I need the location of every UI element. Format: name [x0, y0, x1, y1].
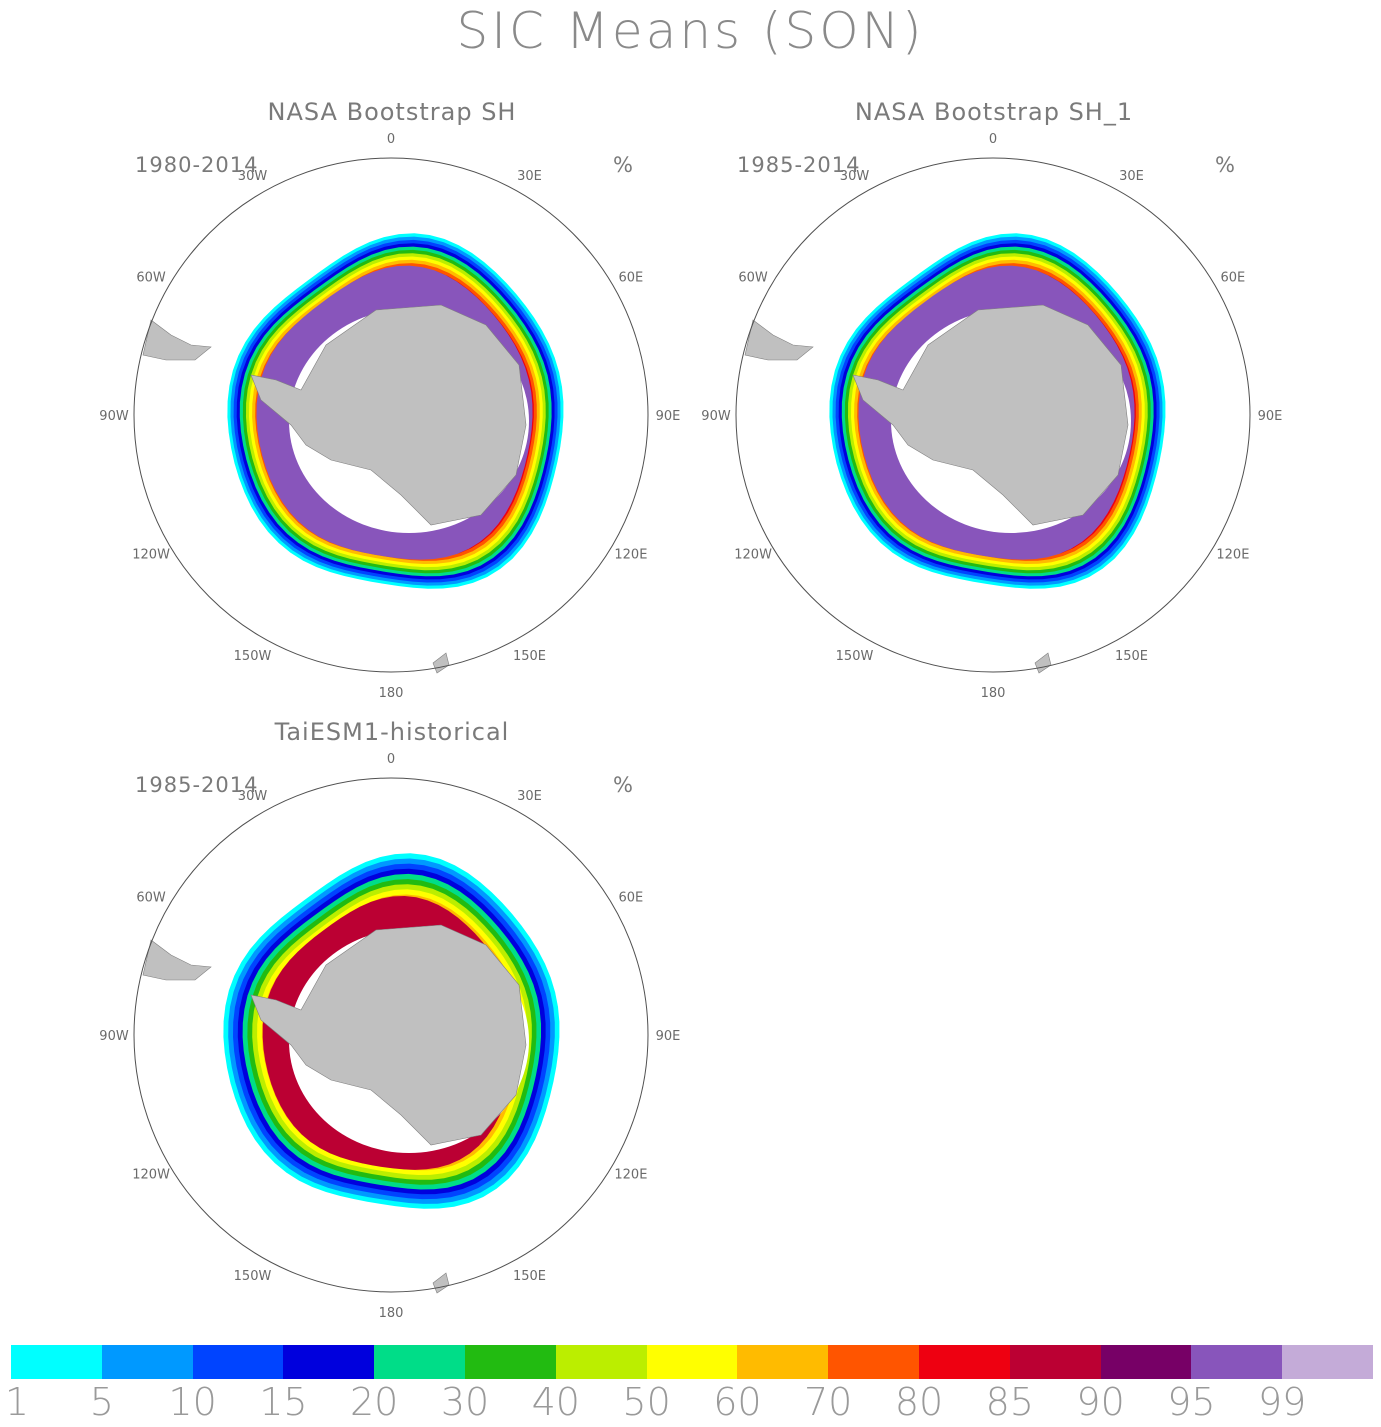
- longitude-label: 0: [387, 752, 395, 767]
- longitude-label: 90E: [656, 409, 681, 424]
- colorbar-swatch: [737, 1345, 829, 1379]
- longitude-label: 30W: [238, 789, 268, 804]
- longitude-label: 30W: [238, 169, 268, 184]
- longitude-label: 90E: [1258, 409, 1283, 424]
- colorbar-swatch: [374, 1345, 465, 1379]
- colorbar-level-label: 20: [350, 1380, 399, 1424]
- antarctica-landmass: [250, 304, 527, 526]
- longitude-label: 180: [379, 686, 404, 701]
- period-label: 1985-2014: [135, 773, 259, 797]
- longitude-label: 90E: [656, 1029, 681, 1044]
- longitude-label: 90W: [99, 409, 129, 424]
- colorbar-swatch: [192, 1345, 284, 1379]
- unit-label: %: [1215, 153, 1235, 177]
- panel-title: NASA Bootstrap SH: [267, 98, 517, 126]
- longitude-label: 60E: [1221, 271, 1246, 286]
- longitude-label: 90W: [99, 1029, 129, 1044]
- unit-label: %: [613, 153, 633, 177]
- colorbar-swatch: [11, 1345, 102, 1379]
- colorbar: [11, 1345, 1373, 1379]
- map-boundary-circle: [133, 157, 649, 673]
- colorbar-labels: 1 5 10 15 20 30 40 50 60 70 80 85 90 95 99: [5, 1380, 1373, 1425]
- panel-title: TaiESM1-historical: [274, 718, 510, 746]
- longitude-label: 0: [989, 132, 997, 147]
- colorbar-level-label: 85: [985, 1380, 1034, 1424]
- polar-stereographic-map: 0 30E 60E 90E 120E 150E 180 150W 120W 90W 60W 30W: [99, 752, 680, 1321]
- colorbar-level-label: 1: [4, 1380, 30, 1424]
- colorbar-level-label: 50: [622, 1380, 671, 1424]
- longitude-label: 60W: [738, 271, 768, 286]
- colorbar-level-label: 40: [531, 1380, 580, 1424]
- antarctica-landmass: [250, 924, 527, 1146]
- map-boundary-circle: [735, 157, 1251, 673]
- south-america-landmass: [142, 939, 212, 981]
- longitude-label: 120E: [614, 548, 647, 563]
- figure-title: SIC Means (SON): [456, 2, 925, 60]
- colorbar-swatch: [1282, 1345, 1373, 1379]
- longitude-label: 150E: [513, 649, 546, 664]
- colorbar-swatch: [1009, 1345, 1101, 1379]
- colorbar-swatch: [101, 1345, 193, 1379]
- longitude-label: 150W: [234, 1269, 272, 1284]
- new-zealand-landmass: [1034, 652, 1052, 674]
- polar-stereographic-map: 0 30E 60E 90E 120E 150E 180 150W 120W 90W 60W 30W: [99, 132, 680, 701]
- period-label: 1985-2014: [737, 153, 861, 177]
- colorbar-level-label: 15: [259, 1380, 308, 1424]
- colorbar-level-label: 90: [1076, 1380, 1125, 1424]
- longitude-label: 30W: [840, 169, 870, 184]
- colorbar-level-label: 5: [89, 1380, 114, 1424]
- south-america-landmass: [142, 319, 212, 361]
- panel-title: NASA Bootstrap SH_1: [854, 98, 1134, 126]
- longitude-label: 90W: [701, 409, 731, 424]
- longitude-label: 120W: [132, 1168, 170, 1183]
- longitude-label: 30E: [517, 789, 542, 804]
- map-panel-nasa-bootstrap-sh-1: 0 30E 60E 90E 120E 150E 180 150W 120W 90W 60W 30W N…: [701, 98, 1282, 701]
- longitude-label: 150W: [234, 649, 272, 664]
- longitude-label: 0: [387, 132, 395, 147]
- longitude-label: 150W: [836, 649, 874, 664]
- new-zealand-landmass: [432, 1272, 450, 1294]
- colorbar-level-label: 70: [804, 1380, 853, 1424]
- longitude-label: 60E: [619, 891, 644, 906]
- colorbar-level-label: 95: [1167, 1380, 1216, 1424]
- polar-stereographic-map: 0 30E 60E 90E 120E 150E 180 150W 120W 90W 60W 30W: [701, 132, 1282, 701]
- colorbar-swatch: [646, 1345, 738, 1379]
- map-boundary-circle: [133, 777, 649, 1293]
- colorbar-swatch: [555, 1345, 647, 1379]
- unit-label: %: [613, 773, 633, 797]
- longitude-label: 60W: [136, 271, 166, 286]
- colorbar-swatch: [1191, 1345, 1283, 1379]
- longitude-label: 150E: [1115, 649, 1148, 664]
- longitude-label: 120W: [734, 548, 772, 563]
- colorbar-level-label: 30: [440, 1380, 490, 1424]
- longitude-label: 180: [981, 686, 1006, 701]
- colorbar-level-label: 80: [894, 1380, 944, 1424]
- colorbar-level-label: 10: [168, 1380, 217, 1424]
- longitude-label: 180: [379, 1306, 404, 1321]
- longitude-label: 120E: [1216, 548, 1249, 563]
- longitude-label: 30E: [1119, 169, 1144, 184]
- map-panel-taiesm1-historical: 0 30E 60E 90E 120E 150E 180 150W 120W 90W 60W 30W T…: [99, 718, 680, 1321]
- new-zealand-landmass: [432, 652, 450, 674]
- colorbar-level-label: 99: [1258, 1380, 1307, 1424]
- longitude-label: 30E: [517, 169, 542, 184]
- longitude-label: 60W: [136, 891, 166, 906]
- colorbar-swatch: [918, 1345, 1010, 1379]
- colorbar-swatch: [828, 1345, 919, 1379]
- longitude-label: 60E: [619, 271, 644, 286]
- period-label: 1980-2014: [135, 153, 259, 177]
- colorbar-swatch: [1100, 1345, 1192, 1379]
- south-america-landmass: [744, 319, 814, 361]
- colorbar-level-label: 60: [713, 1380, 762, 1424]
- longitude-label: 150E: [513, 1269, 546, 1284]
- map-panel-nasa-bootstrap-sh: 0 30E 60E 90E 120E 150E 180 150W 120W 90W 60W 30W N…: [99, 98, 680, 701]
- longitude-label: 120E: [614, 1168, 647, 1183]
- longitude-label: 120W: [132, 548, 170, 563]
- antarctica-landmass: [852, 304, 1129, 526]
- colorbar-swatch: [464, 1345, 556, 1379]
- colorbar-swatch: [283, 1345, 375, 1379]
